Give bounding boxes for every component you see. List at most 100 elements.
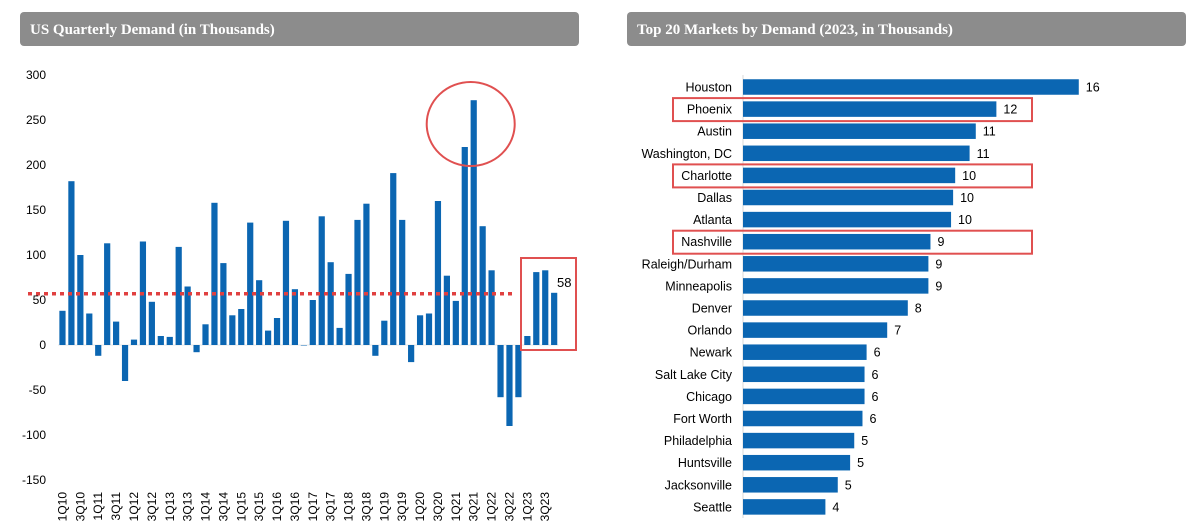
market-label: Houston <box>685 81 732 95</box>
demand-bar <box>282 220 290 345</box>
demand-bar <box>372 345 379 356</box>
market-label: Newark <box>690 346 733 360</box>
market-label: Raleigh/Durham <box>642 257 732 271</box>
market-label: Atlanta <box>693 213 732 227</box>
market-value-label: 8 <box>915 302 922 316</box>
demand-bar <box>533 272 540 345</box>
demand-bar <box>300 345 307 346</box>
market-label: Seattle <box>693 500 732 514</box>
market-value-label: 9 <box>935 257 942 271</box>
market-value-label: 4 <box>832 500 839 514</box>
market-bar <box>743 499 826 515</box>
demand-bar <box>175 246 182 345</box>
x-tick-label: 3Q18 <box>359 492 373 522</box>
x-tick-label: 1Q23 <box>520 492 534 522</box>
demand-bar <box>264 330 272 345</box>
market-bar <box>743 256 929 272</box>
market-bar <box>743 211 952 228</box>
market-label: Orlando <box>688 324 733 338</box>
market-value-label: 16 <box>1086 81 1100 95</box>
market-value-label: 10 <box>960 191 974 205</box>
demand-bar <box>443 275 450 345</box>
demand-bar <box>363 203 370 345</box>
market-label: Salt Lake City <box>655 368 733 382</box>
y-tick-label: 0 <box>39 338 46 352</box>
y-tick-label: 150 <box>26 203 46 217</box>
market-bar <box>743 79 1079 95</box>
market-bar <box>743 278 929 294</box>
y-tick-label: 300 <box>26 68 46 82</box>
market-bar <box>743 344 867 360</box>
demand-bar <box>104 243 111 345</box>
x-tick-label: 1Q17 <box>306 492 320 522</box>
demand-bar <box>506 345 513 426</box>
demand-bar <box>113 321 120 345</box>
demand-bar <box>86 313 93 345</box>
y-tick-label: -50 <box>29 383 47 397</box>
demand-bar <box>211 202 218 345</box>
demand-bar <box>434 201 442 345</box>
demand-bar <box>515 345 522 398</box>
market-bar <box>743 145 970 162</box>
x-tick-label: 1Q21 <box>449 492 463 522</box>
market-label: Phoenix <box>687 103 733 117</box>
x-tick-label: 1Q16 <box>270 492 284 522</box>
market-value-label: 10 <box>962 169 976 183</box>
x-tick-label: 3Q21 <box>467 492 481 522</box>
demand-bar <box>542 270 549 345</box>
y-tick-label: 250 <box>26 113 46 127</box>
market-value-label: 6 <box>874 346 881 360</box>
market-bar <box>743 388 865 405</box>
demand-bar <box>551 292 558 345</box>
x-tick-label: 1Q18 <box>342 492 356 522</box>
x-tick-label: 3Q13 <box>181 492 195 522</box>
y-tick-label: 100 <box>26 248 46 262</box>
demand-bar <box>68 181 75 345</box>
right-chart-title: Top 20 Markets by Demand (2023, in Thous… <box>627 12 1186 46</box>
market-value-label: 5 <box>861 434 868 448</box>
y-tick-label: -100 <box>22 428 46 442</box>
demand-bar <box>416 315 424 345</box>
demand-bar <box>184 286 191 345</box>
demand-bar <box>121 345 129 381</box>
demand-bar <box>345 273 352 345</box>
market-value-label: 5 <box>845 478 852 492</box>
market-label: Dallas <box>697 191 732 205</box>
market-bar <box>743 300 908 316</box>
x-tick-label: 1Q10 <box>55 492 69 522</box>
demand-bar <box>479 226 486 345</box>
y-tick-label: -150 <box>22 473 46 487</box>
demand-bar <box>166 336 173 345</box>
market-value-label: 11 <box>983 125 996 139</box>
demand-bar <box>77 255 84 345</box>
market-label: Minneapolis <box>665 279 732 293</box>
market-label: Washington, DC <box>641 147 732 161</box>
x-tick-label: 3Q20 <box>431 492 445 522</box>
demand-bar <box>488 270 495 345</box>
demand-bar <box>470 100 477 345</box>
demand-bar <box>327 262 334 345</box>
x-tick-label: 3Q23 <box>538 492 552 522</box>
demand-bar <box>497 345 504 398</box>
market-value-label: 9 <box>937 235 944 249</box>
market-label: Austin <box>697 125 732 139</box>
peak-highlight-circle <box>425 81 516 167</box>
demand-bar <box>247 222 254 345</box>
market-value-label: 9 <box>935 279 942 293</box>
x-tick-label: 3Q12 <box>145 492 159 522</box>
market-value-label: 11 <box>977 147 990 161</box>
y-tick-label: 200 <box>26 158 46 172</box>
recent-quarters-highlight-box <box>520 257 577 351</box>
demand-bar <box>318 216 325 345</box>
demand-bar <box>273 318 281 345</box>
demand-bar <box>59 310 66 345</box>
x-tick-label: 3Q10 <box>73 492 87 522</box>
x-tick-label: 3Q15 <box>252 492 266 522</box>
demand-bar <box>229 315 236 345</box>
market-label: Philadelphia <box>664 434 732 448</box>
market-bar <box>743 189 954 206</box>
market-bar <box>743 477 838 493</box>
demand-bar <box>452 300 459 345</box>
x-tick-label: 3Q22 <box>502 492 516 522</box>
